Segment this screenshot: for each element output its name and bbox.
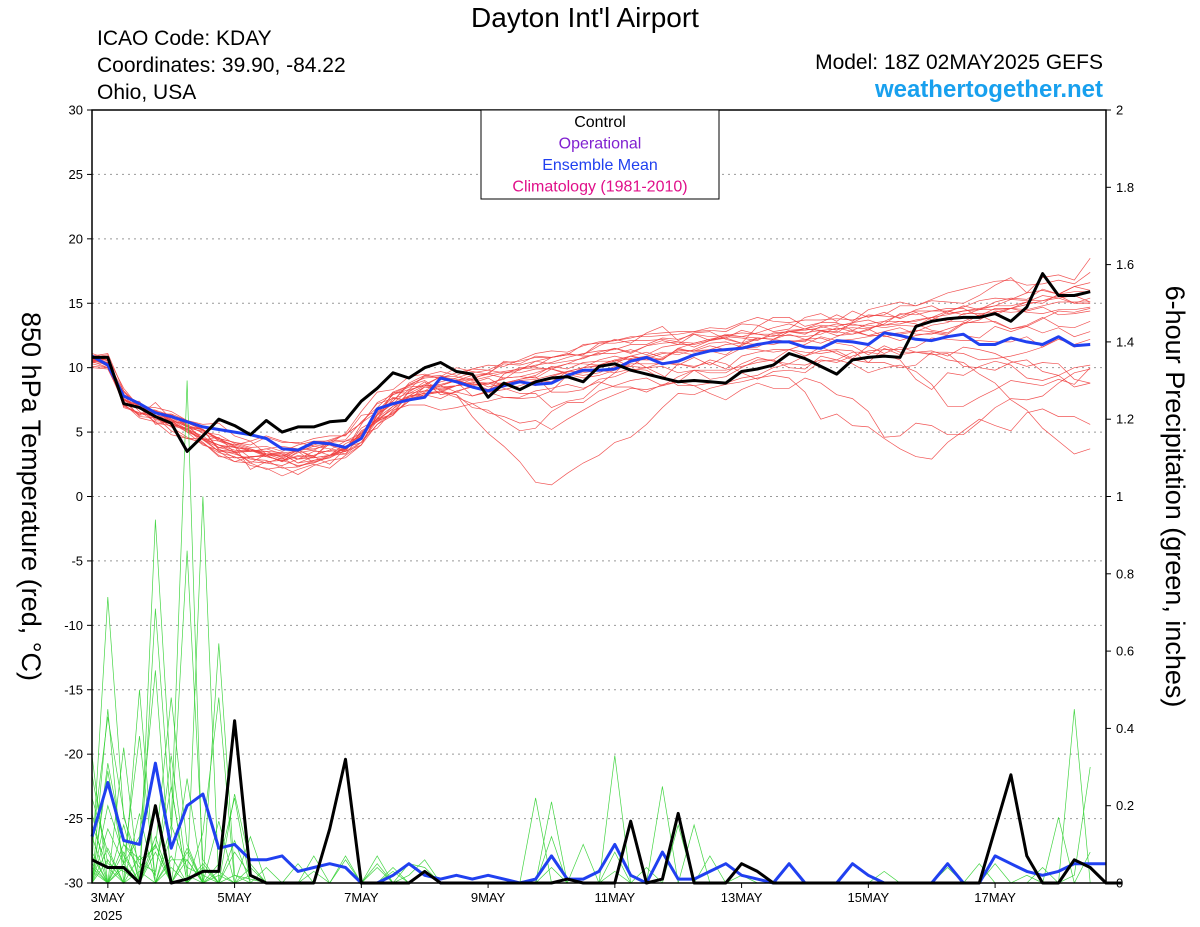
temperature-member-line [91,301,1091,470]
x-tick-label: 11MAY [594,890,635,905]
precipitation-member-line [91,596,1091,884]
temperature-member-line [91,317,1091,452]
temperature-member-line [92,257,1091,468]
precipitation-member-line [91,608,1091,884]
left-tick-label: -15 [64,682,83,697]
precipitation-member-line [91,643,1091,884]
temperature-member-line [91,336,1091,452]
left-tick-label: 10 [69,360,83,375]
precipitation-ensemble-mean-line [90,761,1106,885]
temperature-member-line [92,295,1091,464]
left-tick-label: 25 [69,167,83,182]
x-tick-label: 5MAY [217,890,252,905]
temperature-member-line [91,295,1091,460]
temperature-member-line [91,347,1091,466]
x-tick-label: 15MAY [848,890,890,905]
temperature-member-line [91,353,1091,463]
temperature-member-line [91,306,1091,461]
left-axis-label: 850 hPa Temperature (red, °C) [16,312,46,681]
temperature-member-line [91,272,1091,464]
right-tick-label: 2 [1116,103,1123,118]
left-tick-label: 20 [69,231,83,246]
right-axis-ticks: 2 1.8 1.6 1.4 1.2 1 0.8 0.6 0.4 0.2 0 [1106,103,1134,891]
temperature-member-line [91,338,1091,460]
precipitation-member-line [91,736,1091,884]
chart-title: Dayton Int'l Airport [471,2,699,33]
x-tick-label: 17MAY [974,890,1016,905]
left-tick-label: 15 [69,296,83,311]
precipitation-member-line [92,851,1091,884]
precipitation-member-line [91,550,1091,885]
temperature-member-line [91,306,1091,445]
left-tick-label: -25 [64,811,83,826]
left-tick-label: -5 [71,553,83,568]
precipitation-members [91,380,1091,885]
right-tick-label: 0.4 [1116,721,1134,736]
x-tick-label: 3MAY [91,890,126,905]
right-axis-label: 6-hour Precipitation (green, inches) [1160,286,1190,708]
x-tick-label: 7MAY [344,890,379,905]
right-tick-label: 1.6 [1116,257,1134,272]
x-tick-label: 13MAY [721,890,763,905]
right-tick-label: 0.6 [1116,644,1134,659]
left-tick-label: 5 [76,425,83,440]
left-axis-ticks: 30 25 20 15 10 5 0 -5 -10 -15 -20 -25 -30 [64,103,92,891]
right-tick-label: 0.8 [1116,566,1134,581]
left-tick-label: -10 [64,618,83,633]
x-tick-sublabel: 2025 [93,908,122,923]
icao-code-label: ICAO Code: KDAY [97,27,272,50]
temperature-member-line [91,282,1091,477]
right-tick-label: 1.8 [1116,180,1134,195]
precipitation-member-line [91,519,1091,885]
legend-entry: Climatology (1981-2010) [512,179,687,196]
right-tick-label: 1.4 [1116,334,1134,349]
temperature-ensemble-mean-line [91,331,1091,452]
legend-entry: Operational [559,136,642,153]
temperature-member-line [91,355,1091,486]
precipitation-member-line [91,851,1091,884]
temperature-control-line [92,272,1091,453]
right-tick-label: 1.2 [1116,412,1134,427]
x-tick-label: 9MAY [471,890,506,905]
model-run-label: Model: 18Z 02MAY2025 GEFS [815,51,1103,74]
legend-entry: Control [574,114,626,131]
left-tick-label: 0 [76,489,83,504]
gridlines [92,173,1106,820]
x-axis-ticks: 3MAY 2025 5MAY 7MAY 9MAY 11MAY 13MAY 15MAY 17MAY [91,883,1016,923]
website-link[interactable]: weathertogether.net [874,76,1103,103]
plot-frame [91,109,1107,884]
left-tick-label: -20 [64,747,83,762]
coordinates-label: Coordinates: 39.90, -84.22 [97,54,346,77]
left-tick-label: -30 [64,876,83,891]
right-tick-label: 0 [1116,876,1123,891]
temperature-member-line [91,351,1091,460]
legend: Control Operational Ensemble Mean Climatolo… [480,109,720,200]
right-tick-label: 0.2 [1116,798,1134,813]
right-tick-label: 1 [1116,489,1123,504]
precipitation-member-line [91,380,1091,884]
legend-box [480,109,720,200]
left-tick-label: 30 [69,103,83,118]
legend-entry: Ensemble Mean [542,157,658,174]
temperature-member-line [91,326,1091,469]
region-label: Ohio, USA [97,81,197,104]
temperature-member-line [91,308,1091,456]
